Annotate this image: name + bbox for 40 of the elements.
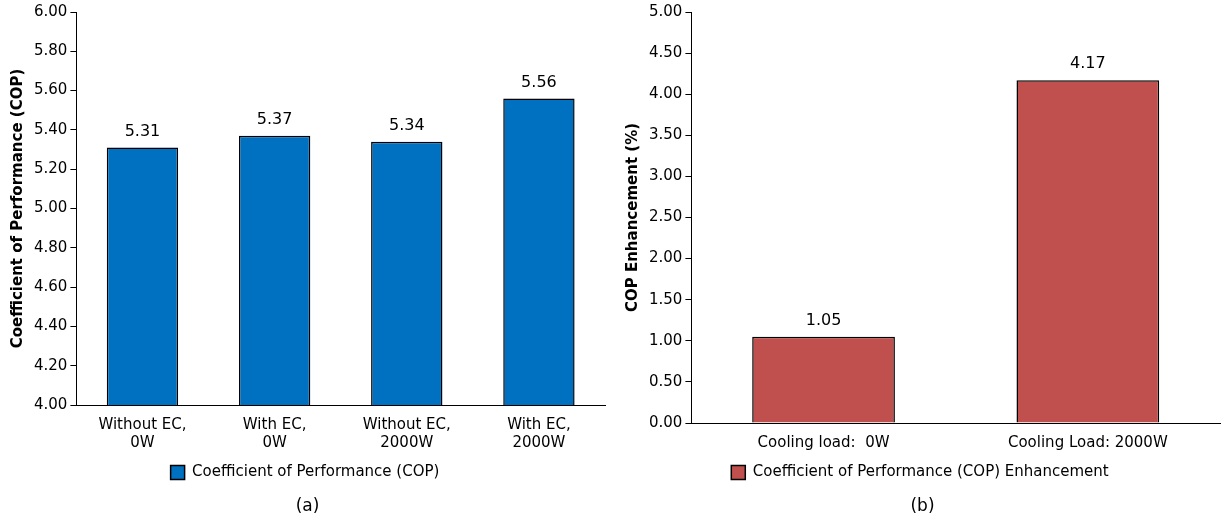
x-tick-label: Without EC, 2000W [362,414,451,451]
data-label: 5.31 [124,120,161,140]
y-tick-label: 5.80 [33,41,68,60]
y-tick-label: 2.00 [648,248,683,267]
y-tick-label: 6.00 [33,1,68,20]
legend-label: Coefficient of Performance (COP) [192,462,440,481]
y-tick-label: 3.00 [648,166,683,185]
x-tick-label: Cooling load: 0W [757,432,890,451]
text: (a) [294,495,321,515]
y-axis-title: COP Enhancement (%) [622,122,641,313]
y-tick-label: 5.60 [33,80,68,99]
data-label: 5.37 [256,108,293,128]
y-tick-label: 0.50 [648,371,683,390]
data-label: 5.56 [521,71,557,91]
x-tick-label: With EC, 0W [242,414,307,451]
y-tick-label: 4.80 [33,237,68,256]
y-tick-label: 4.50 [648,42,683,61]
y-tick-label: 0.00 [648,412,683,431]
data-label: 5.34 [388,114,425,134]
x-tick-label: Without EC, 0W [98,414,187,451]
x-tick-label: Cooling Load: 2000W [1007,432,1168,451]
y-tick-label: 4.00 [33,394,68,413]
text: (b) [909,495,936,515]
y-tick-label: 3.50 [648,125,683,144]
legend-label: Coefficient of Performance (COP) Enhancement [752,462,1109,481]
y-tick-label: 4.40 [33,316,68,335]
y-axis-title: Coefficient of Performance (COP) [7,68,26,349]
y-tick-label: 5.40 [33,119,68,138]
y-tick-label: 1.00 [648,330,683,349]
x-tick-label: With EC, 2000W [507,414,571,451]
data-label: 4.17 [1070,53,1106,73]
y-tick-label: 5.00 [648,1,683,20]
y-tick-label: 1.50 [648,289,683,308]
y-tick-label: 5.00 [33,198,68,217]
y-tick-label: 4.60 [33,276,68,295]
y-tick-label: 4.00 [648,84,683,103]
y-tick-label: 2.50 [648,207,683,226]
y-tick-label: 4.20 [33,355,68,374]
data-label: 1.05 [805,309,842,329]
y-tick-label: 5.20 [33,159,68,178]
